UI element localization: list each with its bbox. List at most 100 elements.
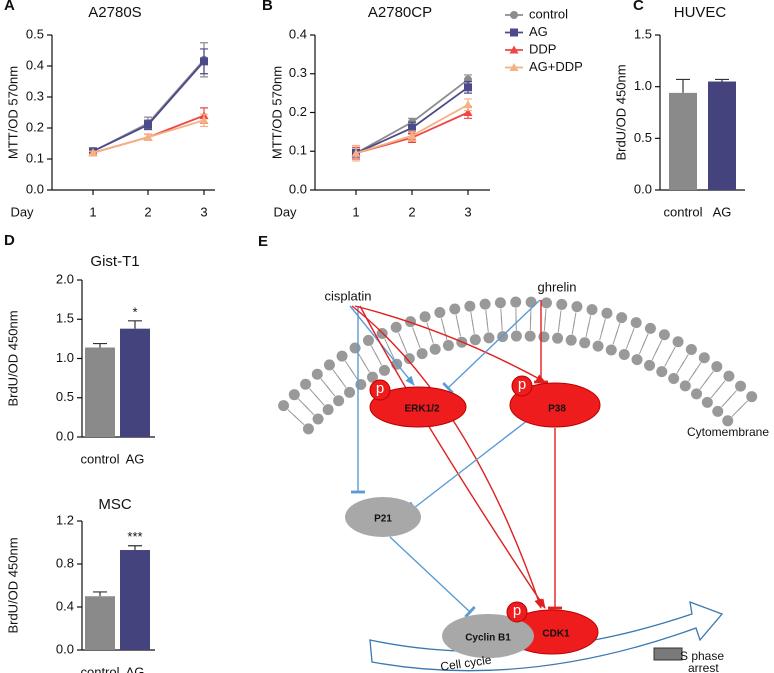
legend-label: DDP [529,41,556,56]
x-tick-label: 3 [464,204,471,219]
lipid-head [416,348,428,360]
lipid-tail [664,353,672,367]
lipid-head [672,336,684,348]
point [463,100,473,109]
point [144,120,152,129]
lipid-head [300,378,312,390]
bar [708,81,736,190]
lipid-head [601,307,613,319]
lipid-head [312,413,324,425]
activation-arrow [351,305,542,609]
phospho-circle [511,375,533,397]
diagram: E p p p cisplatin ghrelin ERK1/2 P38 P21… [258,233,769,673]
lipid-head [735,380,747,392]
lipid-tail [374,352,383,366]
lipid-tail [361,359,370,373]
legend-marker [510,28,518,37]
cyclin-label: Cyclin B1 [465,633,511,644]
panel-letter: E [258,233,268,250]
y-axis-label: BrdU/OD 450nm [5,537,20,633]
y-axis-label: MTT/OD 570nm [5,66,20,159]
chart-title: Gist-T1 [90,253,139,270]
lipid-tail [710,386,721,399]
error-bar [93,591,107,597]
p38-node [509,382,601,428]
lipid-head [405,316,417,328]
y-tick-label: 0.2 [26,119,44,134]
lipid-head [510,330,522,342]
y-tick-label: 1.0 [634,78,652,93]
lipid-tail [612,330,618,345]
y-tick-label: 0.0 [26,181,44,196]
lipid-tail [428,329,434,344]
lipid-head [540,297,552,309]
arrest-label: arrest [688,661,719,673]
p21-label: P21 [374,514,392,525]
lipid-head [691,388,703,400]
chart-title: A2780CP [368,4,432,21]
lipid-head [644,322,656,334]
lipid-head [322,404,334,416]
lipid-head [538,331,550,343]
cell-cycle-label: Cell cycle [439,653,492,673]
lipid-head [571,301,583,313]
lipid-head [579,337,591,349]
lipid-tail [543,316,546,331]
lipid-head [668,372,680,384]
x-tick-label: 2 [408,204,415,219]
lipid-head [698,352,710,364]
lipid-head [464,300,476,312]
y-tick-label: 0.4 [26,57,44,72]
y-tick-label: 0.5 [26,26,44,41]
point [463,108,473,116]
legend-marker [510,11,518,19]
lipid-tail [676,361,685,374]
y-tick-label: 1.5 [634,26,652,41]
lipid-head [333,395,345,407]
x-tick-label: 1 [89,204,96,219]
legend-label: AG+DDP [529,59,583,74]
lipid-tail [337,375,347,388]
bar [120,328,150,437]
lipid-tail [471,319,475,334]
lipid-head [336,350,348,362]
arrest-box [653,647,683,661]
significance: *** [127,529,142,544]
x-tick-label: AG [126,451,145,466]
phospho-label: p [518,376,526,393]
point [464,83,472,92]
y-axis-label: MTT/OD 570nm [269,66,284,159]
point [408,124,416,132]
lipid-tail [721,396,732,408]
panel-letter: B [262,0,273,14]
y-tick-label: 1.5 [56,311,74,326]
y-tick-label: 0.0 [634,181,652,196]
lipid-head [288,389,300,401]
point [200,57,208,66]
error-bar [93,342,107,348]
chart-title: HUVEC [674,4,727,21]
lipid-tail [414,334,421,349]
lipid-head [712,405,724,417]
panel-letter: A [4,0,15,14]
lipid-head [349,342,361,354]
lipid-head [605,344,617,356]
lipid-head [494,297,506,309]
lipid-tail [638,341,646,355]
bar [85,596,115,650]
lipid-head [434,307,446,319]
phospho-label: p [513,602,521,619]
lipid-head [679,380,691,392]
y-tick-label: 0.3 [289,65,307,80]
lipid-head [419,311,431,323]
point [199,115,209,124]
legend-marker [509,45,519,54]
ghrelin-label: ghrelin [537,279,576,294]
lipid-head [483,332,495,344]
lipid-head [429,343,441,355]
phospho-label: p [376,380,384,397]
lipid-head [586,304,598,316]
y-tick-label: 0.1 [289,143,307,158]
lipid-tail [325,384,336,397]
